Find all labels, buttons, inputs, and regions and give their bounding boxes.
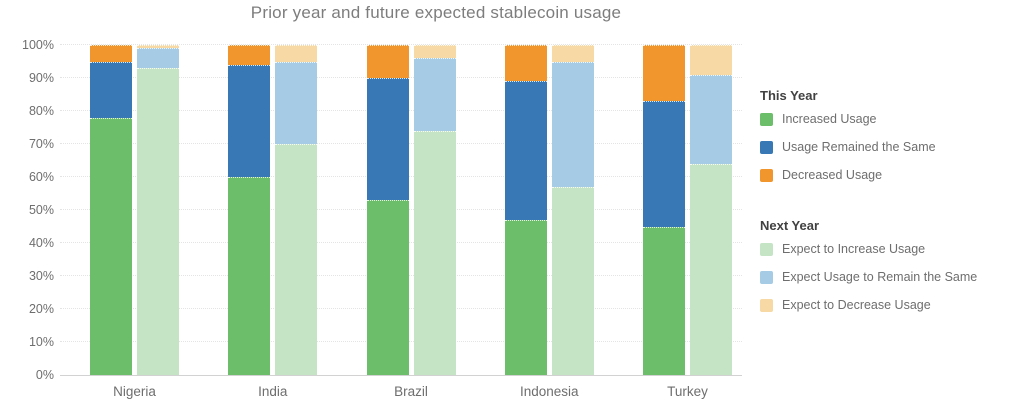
bar-india-this-year: [228, 45, 271, 375]
y-axis-tick-label-0: 0%: [35, 368, 54, 382]
bar-indonesia-next-year: [551, 45, 594, 375]
segment-indonesia-expect-to-increase-usage: [551, 186, 594, 375]
bar-india-next-year: [275, 45, 318, 375]
segment-nigeria-expect-usage-to-remain-the-same: [137, 48, 179, 69]
segment-indonesia-expect-to-decrease-usage: [551, 45, 594, 62]
legend-group-this-year: This Year Increased Usage Usage Remained t…: [760, 88, 977, 182]
x-axis-label-turkey: Turkey: [667, 384, 708, 399]
legend-item-expect-to-decrease-usage: Expect to Decrease Usage: [760, 298, 977, 312]
legend-swatch-expect-to-decrease-usage: [760, 298, 773, 312]
legend-item-decreased-usage: Decreased Usage: [760, 168, 977, 182]
segment-turkey-decreased-usage: [643, 45, 685, 102]
bar-group-indonesia: Indonesia: [504, 45, 594, 399]
y-axis-tick-label-100: 100%: [22, 38, 54, 52]
segment-brazil-expect-to-decrease-usage: [413, 45, 456, 59]
legend-item-increased-usage: Increased Usage: [760, 112, 977, 126]
chart-title: Prior year and future expected stablecoi…: [250, 3, 622, 22]
bar-group-brazil: Brazil: [366, 45, 456, 399]
legend-label-expect-to-decrease-usage: Expect to Decrease Usage: [782, 298, 931, 312]
legend-swatch-usage-remained-the-same: [760, 140, 773, 154]
segment-india-decreased-usage: [228, 45, 271, 65]
legend-swatch-decreased-usage: [760, 168, 773, 182]
y-axis-tick-label-30: 30%: [28, 269, 54, 283]
bar-indonesia-this-year: [504, 45, 547, 375]
segment-india-expect-usage-to-remain-the-same: [275, 61, 318, 144]
segment-indonesia-decreased-usage: [504, 45, 547, 82]
segment-india-usage-remained-the-same: [228, 64, 271, 177]
segment-brazil-increased-usage: [366, 200, 409, 375]
x-axis-label-india: India: [258, 384, 288, 399]
segment-brazil-expect-usage-to-remain-the-same: [413, 58, 456, 131]
segment-india-expect-to-decrease-usage: [275, 45, 318, 62]
legend-label-decreased-usage: Decreased Usage: [782, 168, 883, 182]
bar-turkey-next-year: [690, 45, 732, 375]
segment-turkey-increased-usage: [643, 226, 685, 375]
y-axis-tick-label-10: 10%: [28, 335, 54, 349]
legend-swatch-increased-usage: [760, 112, 773, 126]
y-axis-tick-label-70: 70%: [28, 137, 54, 151]
bar-brazil-this-year: [366, 45, 409, 375]
legend-swatch-expect-to-increase-usage: [760, 242, 773, 256]
segment-india-expect-to-increase-usage: [275, 144, 318, 375]
legend-title-next-year: Next Year: [760, 218, 820, 233]
legend-label-expect-usage-to-remain-the-same: Expect Usage to Remain the Same: [782, 270, 978, 284]
y-axis-tick-label-20: 20%: [28, 302, 54, 316]
bar-group-india: India: [228, 45, 318, 399]
segment-turkey-expect-to-decrease-usage: [690, 45, 732, 75]
legend-label-usage-remained-the-same: Usage Remained the Same: [782, 140, 936, 154]
segment-turkey-expect-usage-to-remain-the-same: [690, 74, 732, 164]
segment-nigeria-usage-remained-the-same: [90, 61, 132, 118]
segment-turkey-expect-to-increase-usage: [690, 163, 732, 375]
segment-brazil-usage-remained-the-same: [366, 78, 409, 201]
segment-indonesia-usage-remained-the-same: [504, 81, 547, 220]
plot-area: Nigeria India Brazil Indonesia Turkey: [60, 44, 742, 399]
bar-turkey-this-year: [643, 45, 685, 375]
bar-nigeria-next-year: [137, 45, 179, 375]
legend: This Year Increased Usage Usage Remained t…: [760, 88, 977, 326]
bar-brazil-next-year: [413, 45, 456, 375]
segment-nigeria-expect-to-increase-usage: [137, 68, 179, 375]
bar-group-turkey: Turkey: [643, 45, 732, 399]
y-axis: 0% 10% 20% 30% 40% 50% 60% 70% 80% 90% 100%: [0, 38, 54, 382]
segment-india-increased-usage: [228, 177, 271, 375]
legend-label-increased-usage: Increased Usage: [782, 112, 877, 126]
y-axis-tick-label-90: 90%: [28, 71, 54, 85]
legend-title-this-year: This Year: [760, 88, 818, 103]
segment-turkey-usage-remained-the-same: [643, 101, 685, 227]
legend-group-next-year: Next Year Expect to Increase Usage Expect …: [760, 218, 977, 312]
x-axis-label-nigeria: Nigeria: [113, 384, 156, 399]
segment-nigeria-decreased-usage: [90, 45, 132, 62]
bar-groups: Nigeria India Brazil Indonesia Turkey: [60, 45, 742, 399]
bar-group-nigeria: Nigeria: [90, 45, 179, 399]
x-axis-label-indonesia: Indonesia: [519, 384, 579, 399]
y-axis-tick-label-80: 80%: [28, 104, 54, 118]
legend-label-expect-to-increase-usage: Expect to Increase Usage: [782, 242, 926, 256]
legend-item-usage-remained-the-same: Usage Remained the Same: [760, 140, 977, 154]
segment-indonesia-expect-usage-to-remain-the-same: [551, 61, 594, 187]
legend-item-expect-to-increase-usage: Expect to Increase Usage: [760, 242, 977, 256]
y-axis-tick-label-40: 40%: [28, 236, 54, 250]
segment-brazil-decreased-usage: [366, 45, 409, 79]
x-axis-label-brazil: Brazil: [394, 384, 428, 399]
gridline-100: [60, 44, 742, 45]
legend-swatch-expect-usage-to-remain-the-same: [760, 270, 773, 284]
segment-brazil-expect-to-increase-usage: [413, 130, 456, 375]
bar-nigeria-this-year: [90, 45, 132, 375]
legend-item-expect-usage-to-remain-the-same: Expect Usage to Remain the Same: [760, 270, 977, 284]
segment-nigeria-expect-to-decrease-usage: [137, 45, 179, 49]
y-axis-tick-label-50: 50%: [28, 203, 54, 217]
segment-nigeria-increased-usage: [90, 117, 132, 375]
y-axis-tick-label-60: 60%: [28, 170, 54, 184]
segment-indonesia-increased-usage: [504, 219, 547, 375]
